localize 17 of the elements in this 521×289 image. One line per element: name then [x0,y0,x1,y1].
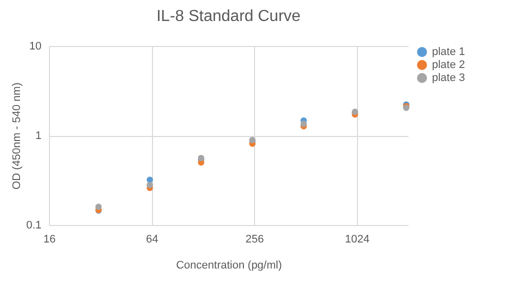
y-tick-label: 1 [35,130,42,142]
x-tick-label: 16 [43,234,56,246]
legend-label: plate 3 [432,72,466,84]
x-tick-label: 1024 [344,234,370,246]
point [300,120,307,127]
legend-label: plate 2 [432,59,466,71]
point [146,176,153,183]
y-axis-title: OD (450nm - 540 nm) [11,82,24,190]
point [146,182,153,188]
chart-title: IL-8 Standard Curve [156,8,301,25]
x-axis-title: Concentration (pg/ml) [176,260,282,272]
x-tick-label: 256 [245,234,264,246]
point [95,204,102,210]
x-tick-label: 64 [146,234,158,246]
legend-label: plate 1 [432,46,466,58]
y-tick-label: 0.1 [26,220,42,232]
y-tick-label: 10 [29,40,42,52]
